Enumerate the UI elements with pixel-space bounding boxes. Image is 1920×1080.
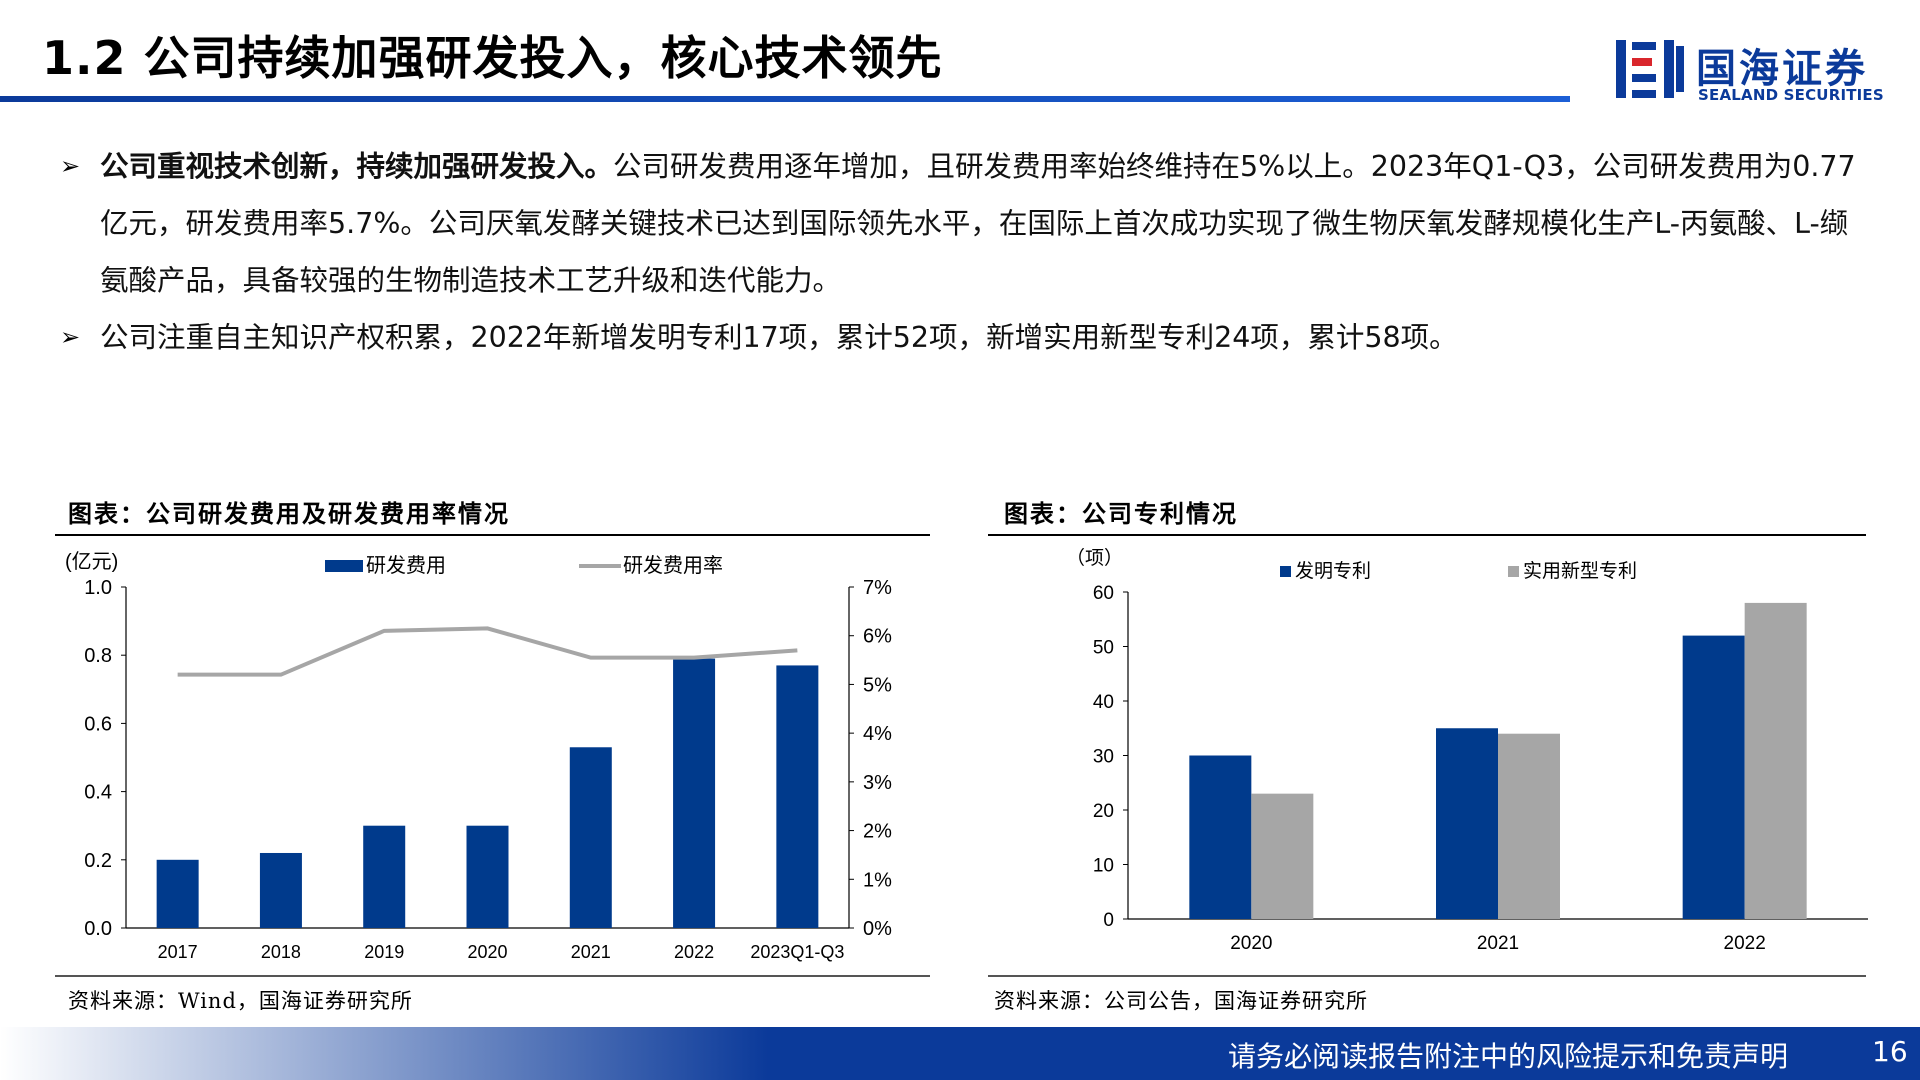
- right-panel-bottom-rule: [988, 975, 1866, 977]
- y-tick-label: 40: [1093, 692, 1114, 713]
- left-panel-bottom-rule: [55, 975, 930, 977]
- bar-rd-expense: [673, 658, 716, 928]
- left-panel-top-rule: [55, 534, 930, 536]
- right-chart-title: 图表：公司专利情况: [1004, 499, 1238, 528]
- bar-rd-expense: [569, 747, 612, 928]
- x-tick-label: 2021: [571, 942, 611, 962]
- right-y-tick-label: 1%: [863, 869, 892, 891]
- footer-bar: 请务必阅读报告附注中的风险提示和免责声明 16: [0, 1027, 1920, 1080]
- bar-utility-patent: [1498, 733, 1560, 919]
- left-y-tick-label: 0.0: [84, 918, 112, 940]
- left-y-tick-label: 0.2: [84, 850, 112, 872]
- left-y-unit-label: (亿元): [65, 550, 118, 573]
- bar-rd-expense: [363, 825, 406, 928]
- bar-rd-expense: [259, 852, 302, 928]
- bar-rd-expense: [776, 665, 819, 928]
- right-y-tick-label: 7%: [863, 577, 892, 599]
- x-tick-label: 2018: [261, 942, 301, 962]
- logo-text-en: SEALAND SECURITIES: [1698, 86, 1884, 104]
- x-tick-label: 2020: [1230, 933, 1272, 954]
- legend-label-utility-patent: 实用新型专利: [1523, 560, 1637, 582]
- bar-rd-expense: [156, 859, 199, 928]
- bar-rd-expense: [466, 825, 509, 928]
- bullet-bold-text: 公司重视技术创新，持续加强研发投入。: [100, 150, 614, 183]
- bar-invention-patent: [1436, 728, 1498, 919]
- bar-invention-patent: [1189, 755, 1252, 919]
- right-panel-top-rule: [988, 534, 1866, 536]
- x-tick-label: 2022: [1724, 933, 1766, 954]
- bar-utility-patent: [1744, 602, 1807, 919]
- bullet-list: ➢ 公司重视技术创新，持续加强研发投入。公司研发费用逐年增加，且研发费用率始终维…: [60, 138, 1860, 366]
- bar-invention-patent: [1682, 635, 1745, 919]
- rd-expense-chart: (亿元) 0.0 0.2 0.4 0.6 0.8 1.0 0% 1% 2% 3% 4% 5% 6% 7% 20…: [65, 550, 892, 962]
- legend-label-rd-expense: 研发费用: [366, 554, 446, 577]
- bullet-arrow-icon: ➢: [60, 152, 81, 180]
- bullet-item-1: ➢ 公司重视技术创新，持续加强研发投入。公司研发费用逐年增加，且研发费用率始终维…: [60, 138, 1860, 309]
- y-tick-label: 20: [1093, 801, 1114, 822]
- right-y-tick-label: 5%: [863, 674, 892, 696]
- bullet-body-text: 公司注重自主知识产权积累，2022年新增发明专利17项，累计52项，新增实用新型…: [100, 321, 1458, 354]
- company-logo: 国海证券 SEALAND SECURITIES: [1612, 36, 1884, 106]
- x-tick-label: 2020: [467, 942, 507, 962]
- legend-swatch-invention-patent: [1280, 566, 1291, 577]
- left-y-tick-label: 0.6: [84, 713, 112, 735]
- y-tick-label: 50: [1093, 638, 1114, 659]
- legend-swatch-rd-expense: [325, 560, 363, 572]
- x-tick-label: 2022: [674, 942, 714, 962]
- right-y-tick-label: 3%: [863, 772, 892, 794]
- y-tick-label: 10: [1093, 856, 1114, 877]
- page-title: 1.2 公司持续加强研发投入，核心技术领先: [42, 31, 943, 85]
- bullet-arrow-icon: ➢: [60, 323, 81, 351]
- bullet-item-2: ➢ 公司注重自主知识产权积累，2022年新增发明专利17项，累计52项，新增实用…: [60, 309, 1860, 366]
- page-number: 16: [1872, 1035, 1908, 1068]
- y-tick-label: 30: [1093, 747, 1114, 768]
- left-y-tick-label: 0.8: [84, 645, 112, 667]
- left-y-tick-label: 0.4: [84, 782, 112, 804]
- bar-utility-patent: [1251, 793, 1314, 919]
- right-y-tick-label: 6%: [863, 626, 892, 648]
- logo-mark-icon: [1616, 40, 1684, 98]
- x-tick-label: 2021: [1477, 933, 1519, 954]
- right-chart-source: 资料来源：公司公告，国海证券研究所: [994, 989, 1368, 1013]
- patent-chart: （项） 0 10 20 30 40 50 60 2020 2021 2022 发明专利 实用新型专利: [1066, 547, 1868, 954]
- line-rd-ratio: [177, 626, 798, 677]
- y-tick-label: 60: [1093, 583, 1114, 604]
- left-y-tick-label: 1.0: [84, 577, 112, 599]
- right-y-tick-label: 0%: [863, 918, 892, 940]
- right-y-tick-label: 2%: [863, 821, 892, 843]
- legend-swatch-utility-patent: [1508, 566, 1519, 577]
- y-unit-label: （项）: [1066, 547, 1123, 569]
- legend-label-invention-patent: 发明专利: [1295, 560, 1371, 582]
- left-chart-title: 图表：公司研发费用及研发费用率情况: [68, 499, 510, 528]
- left-chart-source: 资料来源：Wind，国海证券研究所: [68, 989, 413, 1013]
- title-underline: [0, 96, 1570, 102]
- x-tick-label: 2017: [158, 942, 198, 962]
- x-tick-label: 2019: [364, 942, 404, 962]
- x-tick-label: 2023Q1-Q3: [750, 942, 844, 962]
- logo-text-cn: 国海证券: [1696, 46, 1868, 92]
- y-tick-label: 0: [1103, 910, 1114, 931]
- legend-label-rd-ratio: 研发费用率: [623, 554, 723, 577]
- footer-disclaimer: 请务必阅读报告附注中的风险提示和免责声明: [1228, 1040, 1789, 1073]
- right-y-tick-label: 4%: [863, 723, 892, 745]
- bullet-body-text: 公司研发费用逐年增加，且研发费用率始终维持在5%以上。2023年Q1-Q3，公司…: [100, 150, 1856, 297]
